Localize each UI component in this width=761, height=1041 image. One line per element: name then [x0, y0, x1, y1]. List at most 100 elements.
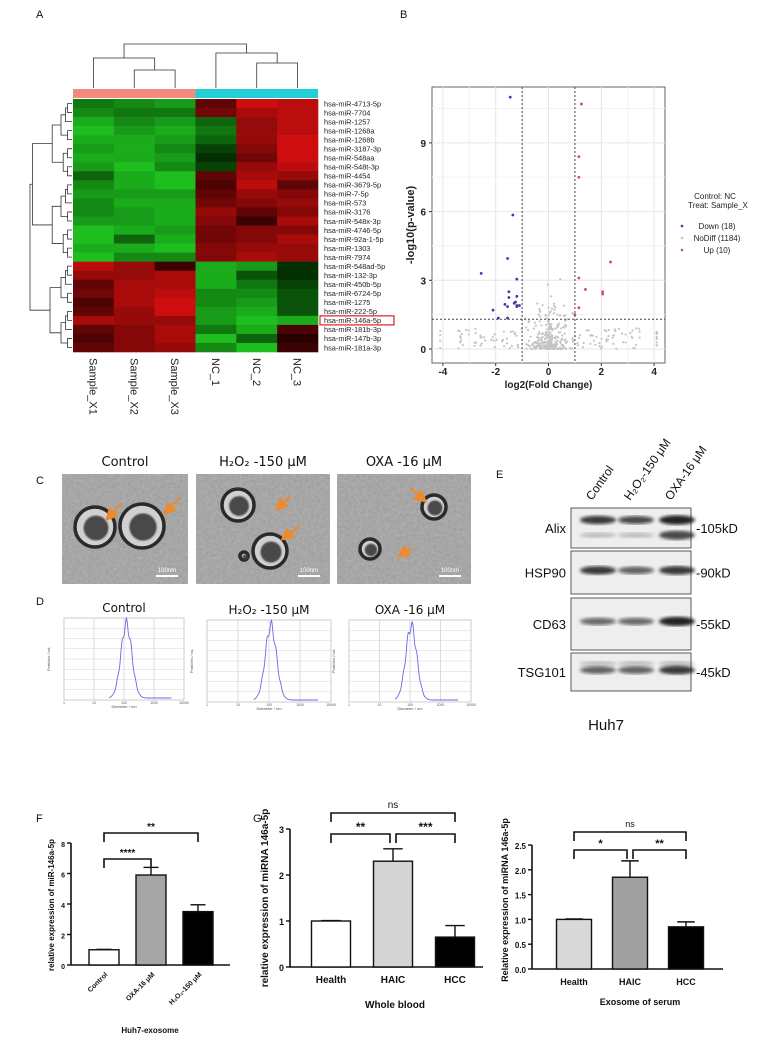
nodiff-point	[479, 344, 482, 347]
nodiff-point	[542, 342, 545, 345]
lane-label: OXA-16 μM	[662, 443, 710, 503]
nodiff-point	[515, 334, 518, 337]
heatmap-cell	[277, 252, 319, 262]
heatmap-cell	[73, 324, 115, 335]
nodiff-point	[545, 332, 548, 335]
down-point	[503, 302, 507, 306]
size-distribution-line	[108, 616, 172, 699]
heatmap-cell	[277, 189, 319, 199]
heatmap-cell	[154, 342, 196, 353]
y-tick-label: 2	[279, 871, 284, 881]
nodiff-point	[505, 337, 508, 340]
dendrogram-branch	[67, 265, 72, 276]
heatmap-cell	[277, 306, 319, 317]
nodiff-point	[540, 347, 543, 350]
significance-bracket	[330, 812, 456, 822]
legend-label: Up (10)	[704, 246, 731, 255]
nodiff-point	[614, 329, 617, 333]
x-tick-label: 0	[546, 367, 552, 378]
heatmap-cell	[277, 180, 319, 190]
vesicle-core	[260, 541, 282, 563]
nodiff-point	[576, 341, 579, 345]
nodiff-point	[631, 329, 634, 332]
down-point	[518, 304, 521, 307]
nodiff-point	[558, 347, 562, 350]
y-axis-label: relative expression of miR-146a-5p	[47, 839, 56, 971]
x-tick-label: Health	[316, 975, 347, 986]
bar	[135, 874, 167, 966]
nodiff-point	[532, 344, 535, 347]
heatmap-cell	[154, 180, 196, 190]
heatmap-cell	[277, 162, 319, 172]
protein-band	[659, 616, 695, 627]
down-point	[506, 305, 509, 309]
heatmap-cell	[73, 171, 115, 181]
arrow-icon	[396, 544, 413, 558]
heatmap-cell	[113, 252, 155, 262]
heatmap-cell	[277, 279, 319, 290]
y-tick-label: 1	[279, 917, 284, 927]
nodiff-point	[540, 336, 543, 340]
heatmap-cell	[154, 126, 196, 136]
nodiff-point	[564, 347, 568, 351]
legend-marker	[680, 224, 684, 228]
nta-plots: Control Diameter / nm Particles / mL 1 10 100…	[46, 601, 476, 711]
y-tick-label: 0.0	[515, 966, 527, 975]
nodiff-point	[439, 329, 442, 332]
nta-title: H₂O₂ -150 μM	[229, 603, 310, 617]
heatmap-cell	[236, 252, 278, 262]
legend-label: Down (18)	[699, 222, 736, 231]
nodiff-point	[605, 338, 608, 341]
dendrogram-branch	[67, 338, 72, 348]
significance-bracket	[395, 833, 456, 843]
heatmap-cell	[154, 99, 196, 109]
heatmap-cell	[154, 288, 196, 299]
heatmap-cell	[73, 252, 115, 262]
heatmap-cell	[113, 171, 155, 181]
heatmap-cell	[277, 216, 319, 226]
heatmap-cell	[195, 153, 237, 163]
bar	[555, 918, 593, 970]
heatmap-cell	[154, 153, 196, 163]
heatmap-cell	[277, 297, 319, 308]
dendrogram-branch	[67, 229, 72, 240]
nodiff-point	[503, 344, 506, 348]
protein-band	[618, 515, 654, 525]
heatmap-cell	[73, 225, 115, 235]
heatmap-cell	[154, 279, 196, 290]
nodiff-point	[557, 322, 560, 325]
heatmap-cell	[236, 117, 278, 127]
dendrogram-branch	[65, 107, 72, 122]
nodiff-point	[554, 306, 557, 309]
heatmap-cell	[113, 117, 155, 127]
nodiff-point	[544, 314, 547, 317]
volcano-plot: -4 -2 0 2 4 0 3 6 9 -log10(p-value) log2(Fold Chan…	[405, 86, 749, 391]
panel-label-b: B	[400, 9, 407, 21]
x-axis-label: Diameter / nm	[256, 706, 282, 711]
nodiff-point	[529, 335, 532, 338]
heatmap-cell	[236, 261, 278, 271]
x-tick-label: 1	[63, 701, 65, 705]
heatmap-cell	[73, 333, 115, 344]
x-tick-label: OXA-16 μM	[125, 971, 156, 1002]
y-tick-label: 6	[420, 208, 426, 219]
dendrogram-branch	[67, 211, 72, 222]
heatmap-cell	[277, 243, 319, 253]
significance-label: **	[356, 820, 366, 834]
heatmap-cell	[236, 216, 278, 226]
heatmap-cell	[236, 144, 278, 154]
bar	[310, 920, 352, 968]
legend-label: NoDiff (1184)	[694, 234, 741, 243]
heatmap-cell	[73, 207, 115, 217]
nodiff-point	[543, 337, 547, 340]
nodiff-point	[560, 343, 563, 347]
protein-band	[659, 661, 695, 667]
heatmap-cell	[113, 324, 155, 335]
x-tick-label: 1	[348, 703, 350, 707]
nodiff-point	[538, 320, 541, 323]
x-tick-label: HCC	[676, 977, 696, 987]
significance-label: ***	[418, 820, 432, 834]
heatmap-cell	[277, 171, 319, 181]
heatmap-cell	[195, 180, 237, 190]
dendrogram-branch	[62, 152, 68, 172]
